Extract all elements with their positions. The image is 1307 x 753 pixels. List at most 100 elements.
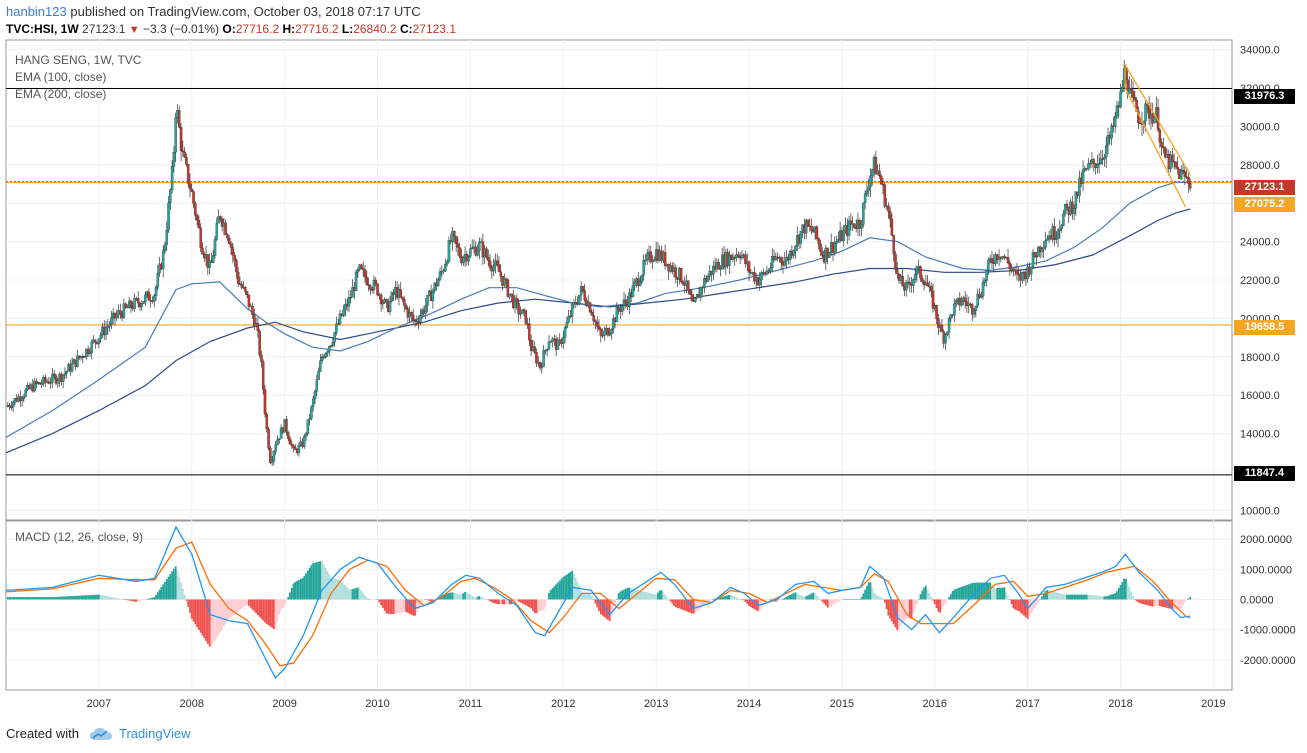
low-price-tag: 11847.4 [1234, 466, 1295, 481]
candle-body [374, 279, 377, 285]
candle-body [544, 350, 547, 352]
candle-body [1053, 226, 1056, 240]
candle-body [606, 328, 610, 336]
macd-histogram-bar [599, 599, 602, 615]
candle-body [379, 294, 383, 305]
macd-histogram-bar [503, 599, 506, 605]
candle-body [576, 303, 579, 305]
macd-histogram-bar [42, 597, 45, 600]
down-arrow-icon: ▼ [128, 24, 140, 36]
macd-histogram-bar [796, 593, 799, 600]
macd-histogram-bar [803, 596, 806, 600]
macd-histogram-bar [664, 594, 666, 600]
macd-histogram-bar [149, 598, 152, 600]
macd-histogram-bar [1180, 599, 1183, 609]
macd-histogram-bar [283, 599, 286, 606]
candle-body [470, 247, 474, 249]
candle-body [974, 305, 978, 311]
macd-histogram-bar [646, 592, 649, 600]
candle-body [503, 278, 506, 286]
macd-histogram-bar [224, 599, 227, 624]
macd-histogram-bar [130, 599, 132, 601]
candle-body [220, 218, 224, 227]
macd-histogram-bar [17, 597, 20, 600]
macd-histogram-bar [887, 599, 890, 616]
candle-body [1006, 257, 1010, 264]
candle-body [849, 220, 853, 225]
macd-histogram-bar [485, 599, 488, 600]
macd-tick-label: -2000.0000 [1240, 655, 1296, 667]
price-tick-label: 16000.0 [1240, 390, 1280, 402]
macd-histogram-bar [507, 599, 509, 605]
macd-histogram-bar [231, 599, 234, 616]
candle-body [285, 418, 288, 433]
candle-body [701, 287, 704, 289]
author-name[interactable]: hanbin123 [6, 4, 67, 19]
macd-histogram-bar [108, 596, 111, 600]
macd-histogram-bar [426, 599, 429, 601]
macd-histogram-bar [921, 590, 924, 600]
candle-body [1015, 269, 1019, 274]
series-title[interactable]: HANG SENG, 1W, TVC [15, 53, 142, 67]
time-tick-label: 2011 [459, 698, 483, 710]
macd-histogram-bar [724, 595, 727, 600]
macd-tick-label: 0.0000 [1240, 594, 1274, 606]
macd-histogram-bar [630, 588, 633, 600]
macd-histogram-bar [260, 599, 263, 619]
candle-body [272, 451, 276, 461]
macd-histogram-bar [855, 599, 858, 600]
candle-body [971, 304, 974, 315]
candle-body [1054, 238, 1058, 240]
macd-histogram-bar [901, 599, 904, 624]
candle-body [163, 244, 167, 252]
candle-body [253, 314, 256, 327]
macd-histogram-bar [548, 592, 550, 600]
macd-histogram-bar [269, 599, 272, 627]
macd-histogram-bar [135, 599, 138, 602]
open-label: O: [222, 22, 236, 36]
macd-histogram-bar [1169, 599, 1172, 609]
macd-histogram-bar [601, 599, 604, 616]
candle-body [83, 356, 86, 358]
macd-histogram-bar [348, 589, 350, 600]
candle-body [1029, 266, 1033, 275]
ema200-legend[interactable]: EMA (200, close) [15, 87, 107, 101]
macd-histogram-bar [403, 599, 406, 612]
macd-histogram-bar [1021, 599, 1024, 615]
macd-histogram-bar [1142, 599, 1145, 605]
brand-label[interactable]: TradingView [118, 726, 191, 741]
candle-body [401, 296, 404, 300]
candle-body [369, 285, 372, 290]
candle-body [578, 294, 581, 304]
macd-histogram-bar [360, 590, 363, 600]
candle-body [944, 334, 947, 344]
macd-histogram-bar [67, 596, 70, 600]
candle-body [1072, 208, 1076, 214]
macd-histogram-bar [667, 599, 670, 600]
macd-histogram-bar [80, 595, 82, 600]
candle-body [978, 293, 981, 298]
candle-body [545, 349, 549, 351]
macd-histogram-bar [1082, 594, 1084, 600]
macd-histogram-bar [358, 588, 361, 600]
macd-histogram-bar [1083, 594, 1086, 600]
macd-histogram-bar [946, 599, 949, 601]
candle-body [892, 235, 895, 255]
candle-body [38, 382, 42, 385]
ema100-legend[interactable]: EMA (100, close) [15, 70, 107, 84]
low-value: 26840.2 [353, 22, 397, 36]
macd-histogram-bar [662, 592, 665, 600]
tradingview-brand[interactable]: TradingView [89, 726, 191, 741]
macd-histogram-bar [523, 599, 525, 605]
candle-body [1096, 163, 1099, 168]
macd-histogram-bar [142, 599, 145, 600]
candle-body [528, 323, 531, 341]
candle-body [451, 231, 454, 243]
macd-histogram-bar [533, 599, 536, 614]
candle-body [633, 281, 636, 286]
macd-histogram-bar [546, 599, 549, 600]
macd-legend[interactable]: MACD (12, 26, close, 9) [15, 530, 144, 544]
macd-histogram-bar [10, 597, 13, 600]
candle-body [8, 405, 11, 407]
